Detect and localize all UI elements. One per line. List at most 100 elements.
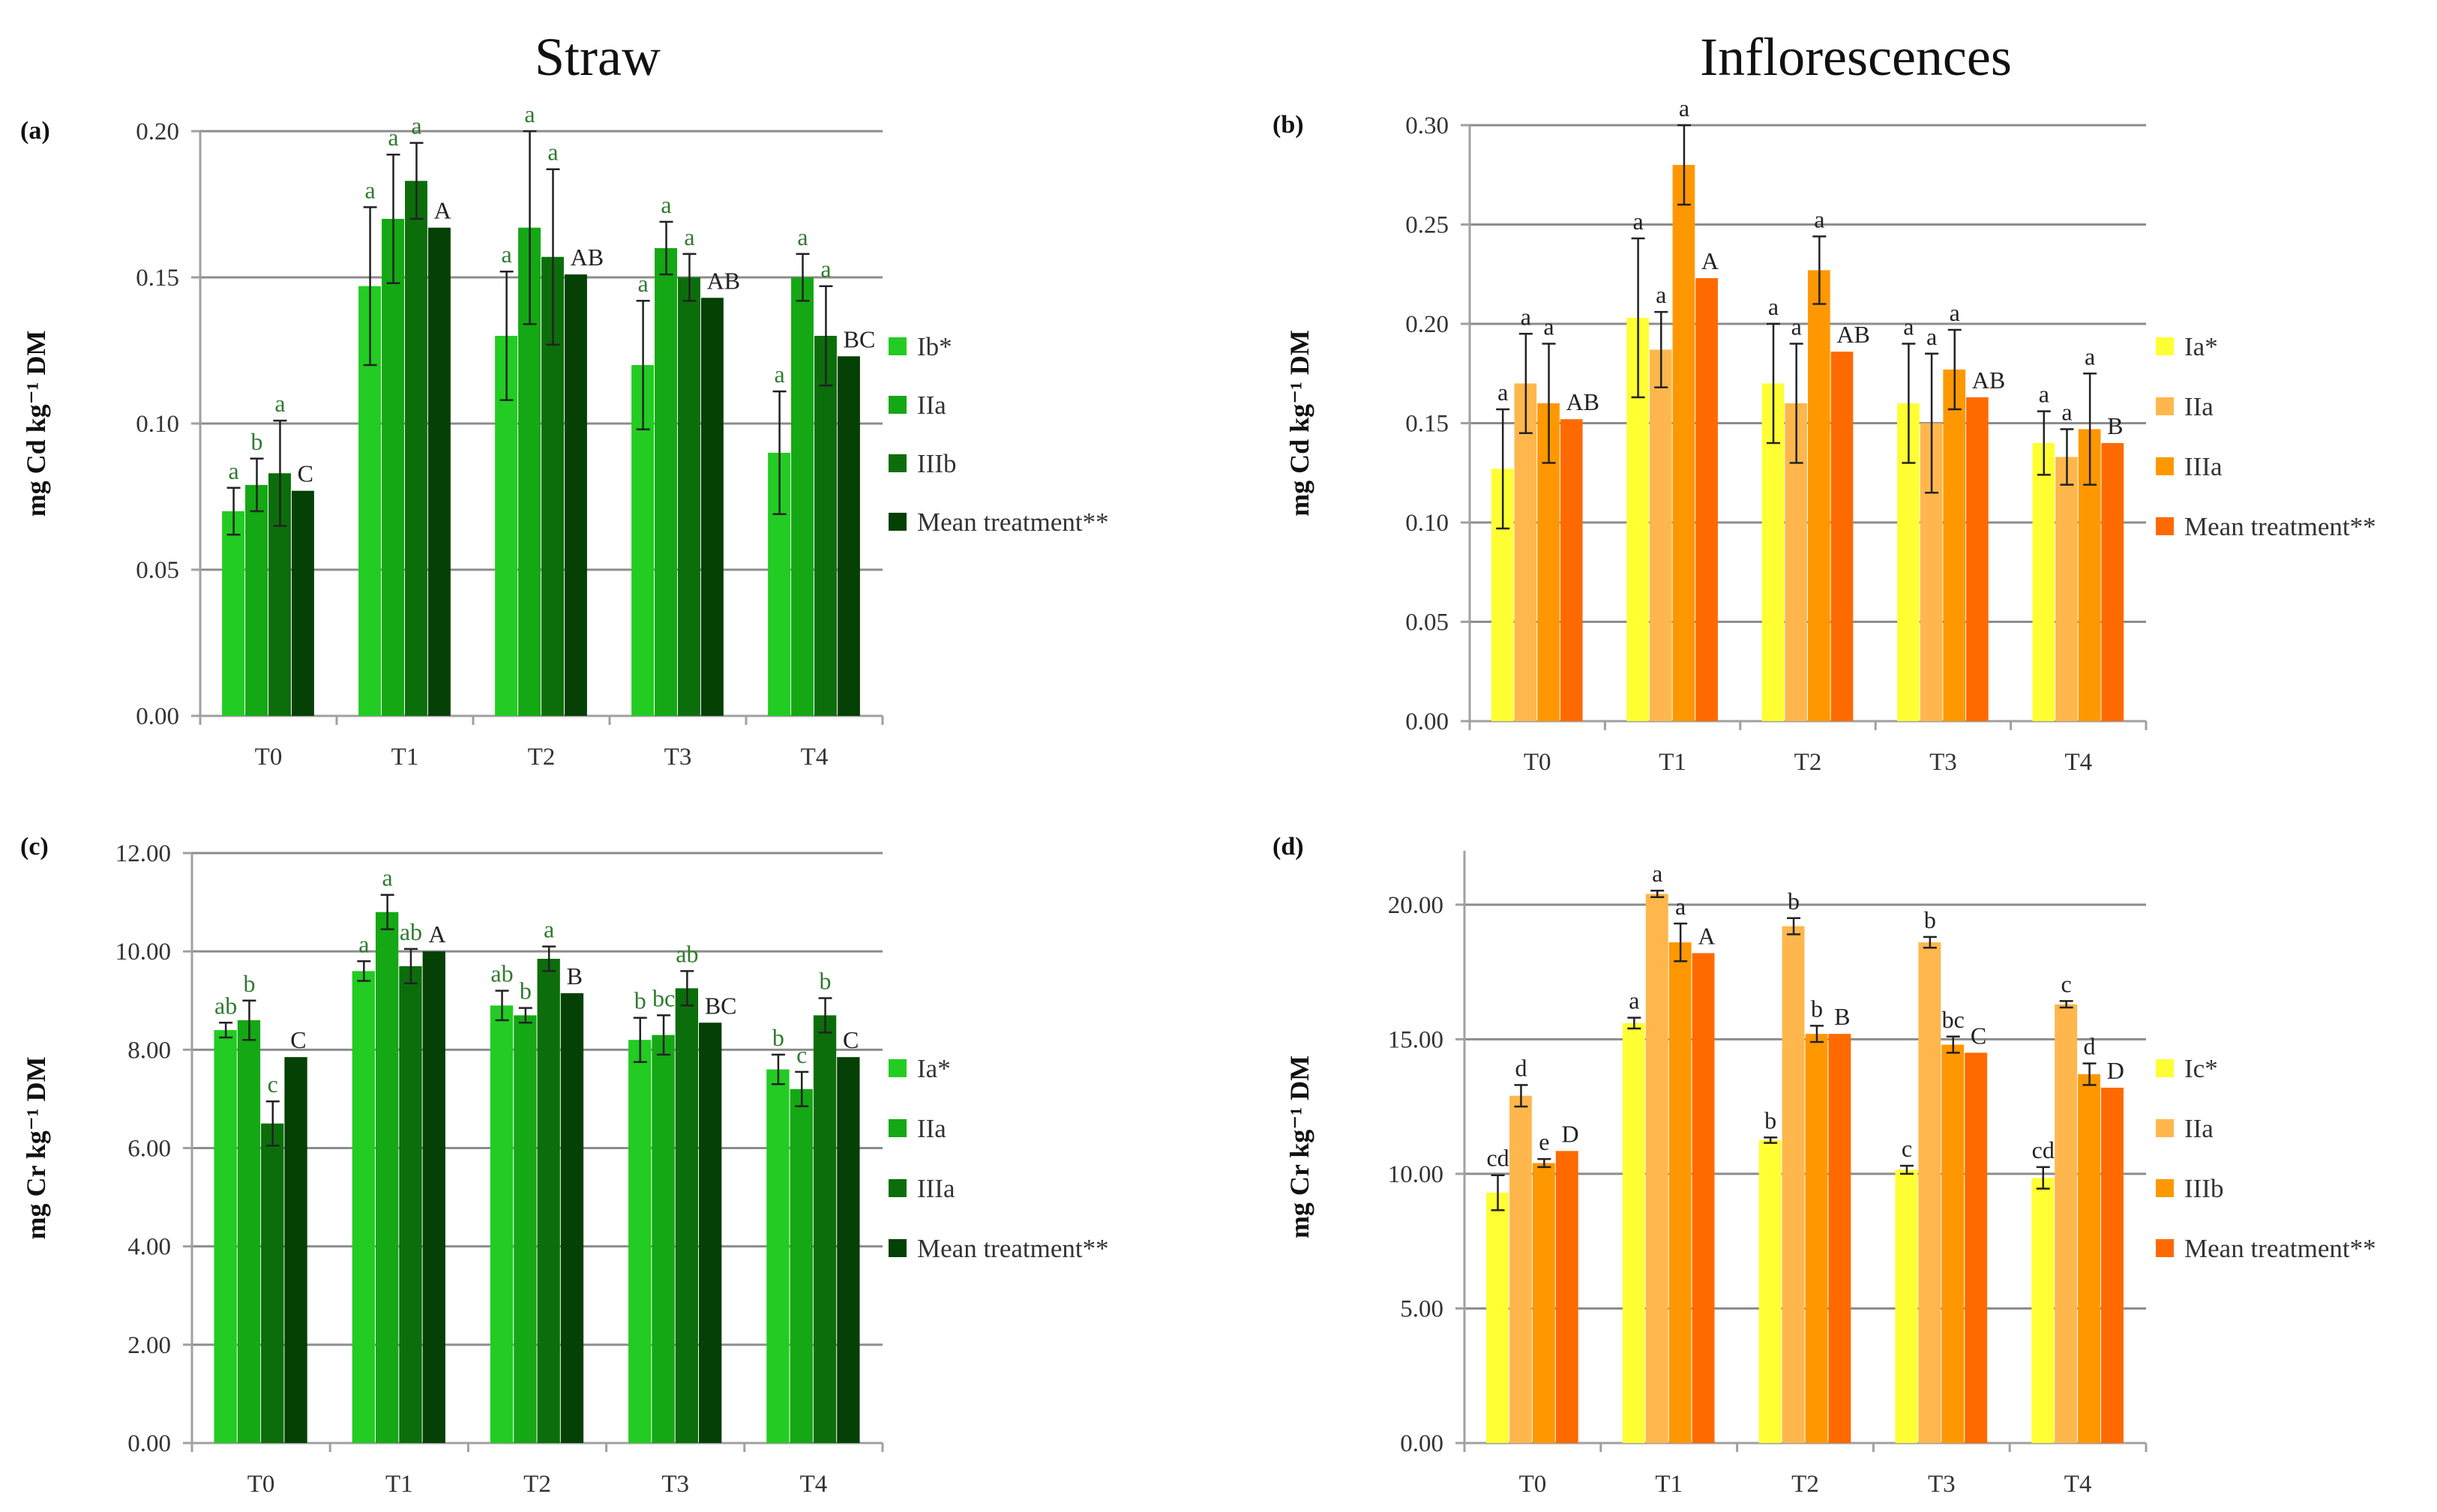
panel-a: (a)mg Cd kg⁻¹ DM0.000.050.100.150.20T0ab… xyxy=(20,100,1109,771)
significance-label: a xyxy=(544,916,554,943)
significance-label: a xyxy=(1814,205,1824,232)
legend-swatch xyxy=(2156,1179,2174,1197)
bar xyxy=(655,248,677,716)
bar xyxy=(352,971,375,1443)
bar xyxy=(405,181,427,717)
significance-label: a xyxy=(820,256,831,283)
legend-label: Mean treatment** xyxy=(2184,512,2376,541)
significance-label: BC xyxy=(705,992,737,1019)
bar xyxy=(813,1015,837,1443)
bar xyxy=(1782,926,1805,1443)
bar xyxy=(382,219,404,716)
significance-label: a xyxy=(228,457,238,484)
significance-label: a xyxy=(1950,299,1960,326)
bar xyxy=(699,1022,722,1443)
bar xyxy=(214,1030,237,1443)
legend-label: IIa xyxy=(2184,392,2214,421)
significance-label: d xyxy=(1515,1054,1527,1081)
bar xyxy=(514,1015,537,1443)
significance-label: a xyxy=(1629,987,1639,1014)
y-axis-title: mg Cd kg⁻¹ DM xyxy=(1284,330,1314,516)
y-tick-label: 4.00 xyxy=(127,1234,171,1261)
legend-swatch xyxy=(889,1239,907,1257)
bar xyxy=(427,227,451,716)
y-tick-label: 0.20 xyxy=(136,118,179,145)
bar xyxy=(422,951,445,1443)
significance-label: a xyxy=(637,270,648,297)
significance-label: a xyxy=(1768,293,1779,320)
significance-label: ab xyxy=(400,918,422,945)
x-tick-label: T2 xyxy=(1794,749,1822,776)
significance-label: a xyxy=(1926,323,1937,350)
bar xyxy=(245,484,268,716)
significance-label: b xyxy=(1788,888,1800,915)
significance-label: bc xyxy=(652,984,675,1011)
significance-label: d xyxy=(2084,1033,2096,1060)
legend-label: IIIa xyxy=(917,1174,955,1203)
y-tick-label: 0.00 xyxy=(1400,1430,1443,1457)
significance-label: c xyxy=(2061,970,2072,997)
significance-label: a xyxy=(1656,281,1666,308)
x-tick-label: T3 xyxy=(1929,749,1957,776)
legend-swatch xyxy=(889,337,907,355)
significance-label: C xyxy=(290,1026,306,1053)
significance-label: D xyxy=(2107,1057,2124,1084)
y-tick-label: 20.00 xyxy=(1388,892,1443,919)
significance-label: c xyxy=(1902,1135,1912,1162)
y-tick-label: 0.00 xyxy=(1405,708,1449,735)
significance-label: a xyxy=(2061,398,2072,425)
bar xyxy=(291,490,314,716)
bar xyxy=(1965,1052,1988,1443)
legend-label: Mean treatment** xyxy=(917,1234,1109,1263)
panel-label: (c) xyxy=(20,833,49,861)
bar xyxy=(1560,419,1583,721)
significance-label: a xyxy=(684,223,694,250)
bar xyxy=(837,1057,860,1443)
significance-label: cd xyxy=(1486,1145,1509,1172)
legend-label: IIIa xyxy=(2184,452,2223,481)
significance-label: D xyxy=(1562,1120,1579,1147)
significance-label: a xyxy=(797,223,808,250)
bar xyxy=(2055,1004,2078,1443)
legend-label: Ia* xyxy=(917,1054,951,1083)
bar xyxy=(2032,443,2055,721)
x-tick-label: T1 xyxy=(385,1471,413,1498)
legend-swatch xyxy=(2156,457,2174,475)
significance-label: B xyxy=(2107,412,2123,439)
bar xyxy=(652,1034,675,1443)
legend-label: IIa xyxy=(917,391,946,420)
bar xyxy=(1828,1034,1851,1443)
x-tick-label: T0 xyxy=(1519,1471,1547,1498)
x-tick-label: T2 xyxy=(1791,1471,1819,1498)
legend-swatch xyxy=(2156,1059,2174,1077)
bar xyxy=(1622,1022,1645,1443)
significance-label: AB xyxy=(1836,321,1869,348)
x-tick-label: T0 xyxy=(1524,749,1551,776)
significance-label: a xyxy=(1521,303,1531,330)
y-tick-label: 0.10 xyxy=(1405,510,1449,537)
panel-c: (c) mg Cr kg⁻¹ DM 0.00 2.00 4.00 6.00 8.00 10.0… xyxy=(20,833,1109,1498)
significance-label: a xyxy=(364,176,375,203)
bar xyxy=(1672,165,1695,721)
significance-label: C xyxy=(298,460,313,487)
y-tick-label: 5.00 xyxy=(1400,1295,1443,1322)
legend-swatch xyxy=(889,454,907,472)
bar xyxy=(375,912,399,1443)
y-tick-label: 0.05 xyxy=(1405,609,1449,636)
bar xyxy=(790,1088,813,1443)
bar xyxy=(261,1123,284,1443)
bar xyxy=(1758,1140,1782,1443)
x-tick-label: T0 xyxy=(247,1471,275,1498)
y-tick-label: 15.00 xyxy=(1388,1026,1443,1053)
legend-swatch xyxy=(889,1059,907,1077)
bar xyxy=(564,274,587,717)
significance-label: c xyxy=(796,1041,807,1068)
bar xyxy=(537,959,560,1443)
bar xyxy=(1918,942,1941,1443)
significance-label: cd xyxy=(2032,1136,2055,1163)
significance-label: A xyxy=(428,921,445,948)
legend-label: IIa xyxy=(2184,1114,2214,1143)
y-tick-label: 0.15 xyxy=(136,265,179,292)
significance-label: bc xyxy=(1942,1006,1965,1033)
bar xyxy=(814,336,837,716)
